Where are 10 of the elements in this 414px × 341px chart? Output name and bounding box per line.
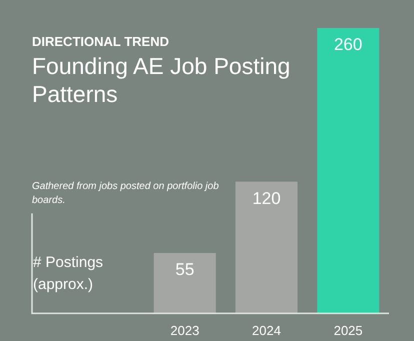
- y-axis-title: # Postings (approx.): [33, 253, 104, 295]
- x-tick-label: 2024: [252, 322, 281, 338]
- text: Founding AE Job Posting Patterns: [32, 52, 292, 108]
- x-tick-label: 2025: [334, 322, 363, 338]
- data-label: 260: [334, 35, 362, 54]
- text: Gathered from jobs posted on portfolio job boards.: [32, 180, 220, 208]
- data-label: 120: [252, 188, 281, 208]
- annotation: DIRECTIONAL TREND: [32, 34, 169, 49]
- x-tick-label: 2023: [170, 322, 200, 338]
- data-label: 55: [175, 260, 194, 280]
